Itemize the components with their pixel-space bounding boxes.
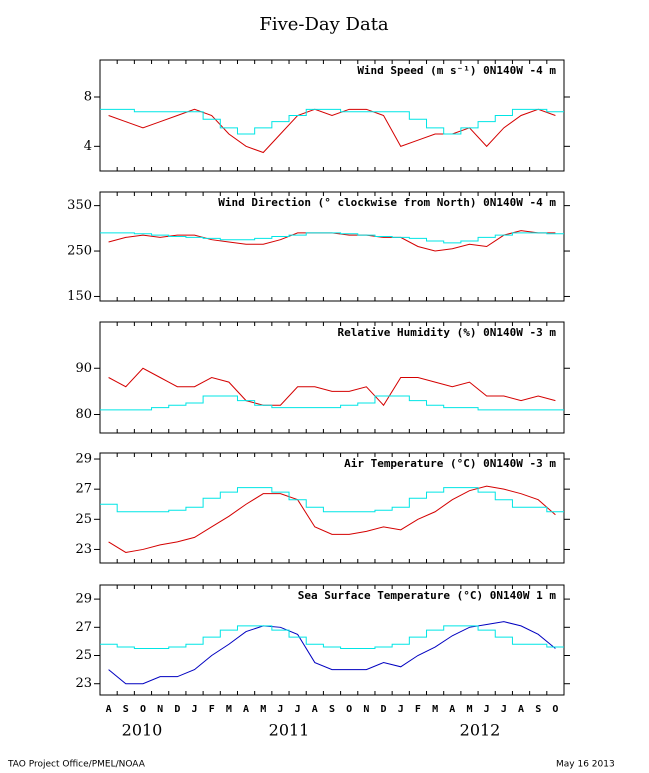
month-label: M [226, 704, 232, 715]
y-tick-label: 250 [67, 244, 92, 259]
climatology-line [100, 108, 564, 135]
month-label: A [106, 704, 112, 715]
y-tick-label: 80 [75, 407, 92, 422]
data-line [108, 367, 556, 407]
page-title: Five-Day Data [259, 14, 389, 35]
date: May 16 2013 [556, 760, 615, 770]
climatology-line [100, 232, 564, 244]
month-label: F [209, 704, 215, 715]
y-tick-label: 4 [84, 139, 92, 154]
y-tick-label: 25 [75, 648, 92, 663]
y-tick-label: 23 [75, 676, 92, 691]
y-tick-label: 150 [67, 289, 92, 304]
month-label: A [312, 704, 318, 715]
year-label: 2012 [460, 721, 501, 740]
y-tick-label: 90 [75, 361, 92, 376]
panel-frame [99, 59, 565, 172]
climatology-line [100, 395, 564, 411]
panel-title: Wind Direction (° clockwise from North) … [218, 196, 556, 209]
month-label: J [295, 704, 301, 715]
y-tick-label: 8 [84, 90, 92, 105]
y-tick-label: 23 [75, 542, 92, 557]
month-label: J [501, 704, 507, 715]
year-label: 2011 [269, 721, 310, 740]
y-tick-label: 350 [67, 198, 92, 213]
data-line [108, 230, 556, 252]
y-tick-label: 27 [75, 620, 92, 635]
month-label: A [518, 704, 524, 715]
y-tick-label: 25 [75, 512, 92, 527]
month-label: O [552, 704, 558, 715]
month-label: N [363, 704, 369, 715]
month-label: M [432, 704, 438, 715]
month-label: J [192, 704, 198, 715]
month-label: F [415, 704, 421, 715]
panel-frame [99, 321, 565, 434]
panel-frame [99, 452, 565, 564]
climatology-line [100, 625, 564, 649]
data-line [108, 621, 556, 685]
data-line [108, 108, 556, 154]
panel-title: Wind Speed (m s⁻¹) 0N140W -4 m [357, 64, 556, 77]
month-label: J [398, 704, 404, 715]
panel-title: Relative Humidity (%) 0N140W -3 m [337, 326, 556, 339]
month-label: S [123, 704, 129, 715]
data-line [108, 485, 556, 553]
panel-title: Air Temperature (°C) 0N140W -3 m [344, 457, 556, 470]
y-tick-label: 27 [75, 482, 92, 497]
panel-frame [99, 191, 565, 302]
y-tick-label: 29 [75, 452, 92, 467]
month-label: A [243, 704, 249, 715]
month-label: S [329, 704, 335, 715]
year-label: 2010 [122, 721, 163, 740]
month-label: O [346, 704, 352, 715]
month-label: J [277, 704, 283, 715]
month-label: J [484, 704, 490, 715]
y-tick-label: 29 [75, 592, 92, 607]
month-label: O [140, 704, 146, 715]
month-label: A [449, 704, 455, 715]
month-label: D [381, 704, 387, 715]
panel-title: Sea Surface Temperature (°C) 0N140W 1 m [298, 589, 557, 602]
credit: TAO Project Office/PMEL/NOAA [7, 760, 146, 770]
panel-frame [99, 584, 565, 696]
month-label: M [260, 704, 266, 715]
month-label: S [535, 704, 541, 715]
month-label: N [157, 704, 163, 715]
month-label: M [466, 704, 472, 715]
climatology-line [100, 487, 564, 513]
month-label: D [174, 704, 180, 715]
